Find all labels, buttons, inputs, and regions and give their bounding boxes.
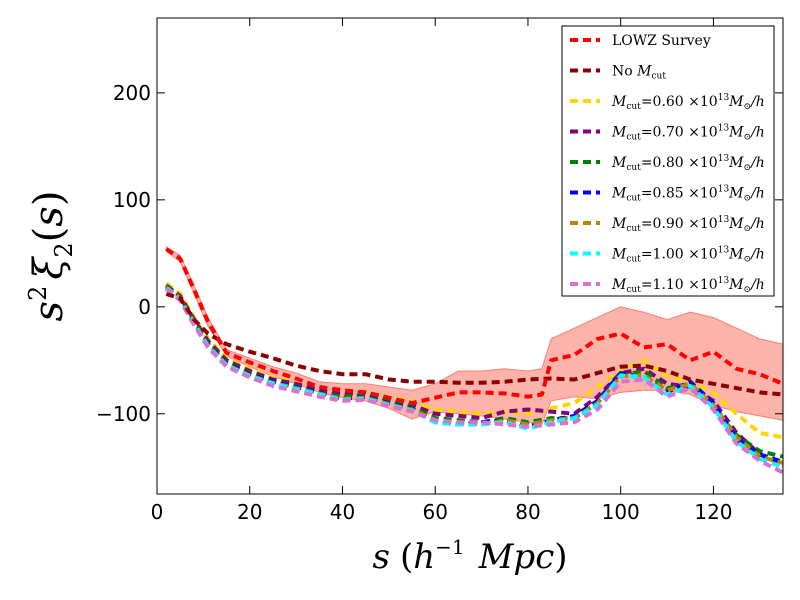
legend-label: Mcut=0.60 ×1013M⊙/h [611, 93, 765, 112]
series-line-2 [165, 281, 783, 440]
plot-frame [156, 17, 784, 495]
x-tick-label: 20 [237, 500, 262, 524]
x-tick-label: 0 [151, 500, 164, 524]
legend-label: Mcut=0.90 ×1013M⊙/h [611, 215, 765, 234]
plot-content [165, 246, 783, 475]
series-line-3 [165, 283, 783, 467]
series-line-4 [165, 284, 783, 459]
svg-text:s2ξ2(s): s2ξ2(s) [24, 191, 78, 322]
legend-label: Mcut=0.80 ×1013M⊙/h [611, 154, 765, 173]
y-tick-label: 100 [113, 188, 151, 212]
legend-label: Mcut=1.10 ×1013M⊙/h [611, 276, 765, 295]
axis-ticks: 0 20 40 60 80 100 120 −100 0 100 200 [96, 18, 783, 524]
legend: LOWZ Survey No Mcut Mcut=0.60 ×1013M⊙/h Mcu… [561, 25, 775, 297]
series-line-8 [165, 287, 783, 475]
x-tick-label: 120 [694, 500, 732, 524]
y-tick-label: −100 [96, 402, 151, 426]
y-axis-title-text: s [26, 301, 72, 322]
series-line-0 [165, 247, 783, 406]
legend-label: Mcut=0.70 ×1013M⊙/h [611, 124, 765, 143]
legend-label: Mcut=1.00 ×1013M⊙/h [611, 246, 765, 265]
series-line-1 [165, 292, 783, 397]
x-tick-label: 100 [602, 500, 640, 524]
y-axis-title: s2ξ2(s) [24, 191, 78, 322]
series-line-7 [165, 286, 783, 470]
y-tick-label: 200 [113, 81, 151, 105]
y-tick-label: 0 [138, 295, 151, 319]
legend-label: No Mcut [612, 64, 666, 82]
x-tick-label: 80 [515, 500, 540, 524]
x-tick-label: 40 [330, 500, 355, 524]
x-axis-title: s (h−1 Mpc) [373, 535, 568, 577]
legend-label: Mcut=0.85 ×1013M⊙/h [611, 185, 765, 204]
x-tick-label: 60 [422, 500, 447, 524]
legend-label: LOWZ Survey [612, 33, 711, 49]
